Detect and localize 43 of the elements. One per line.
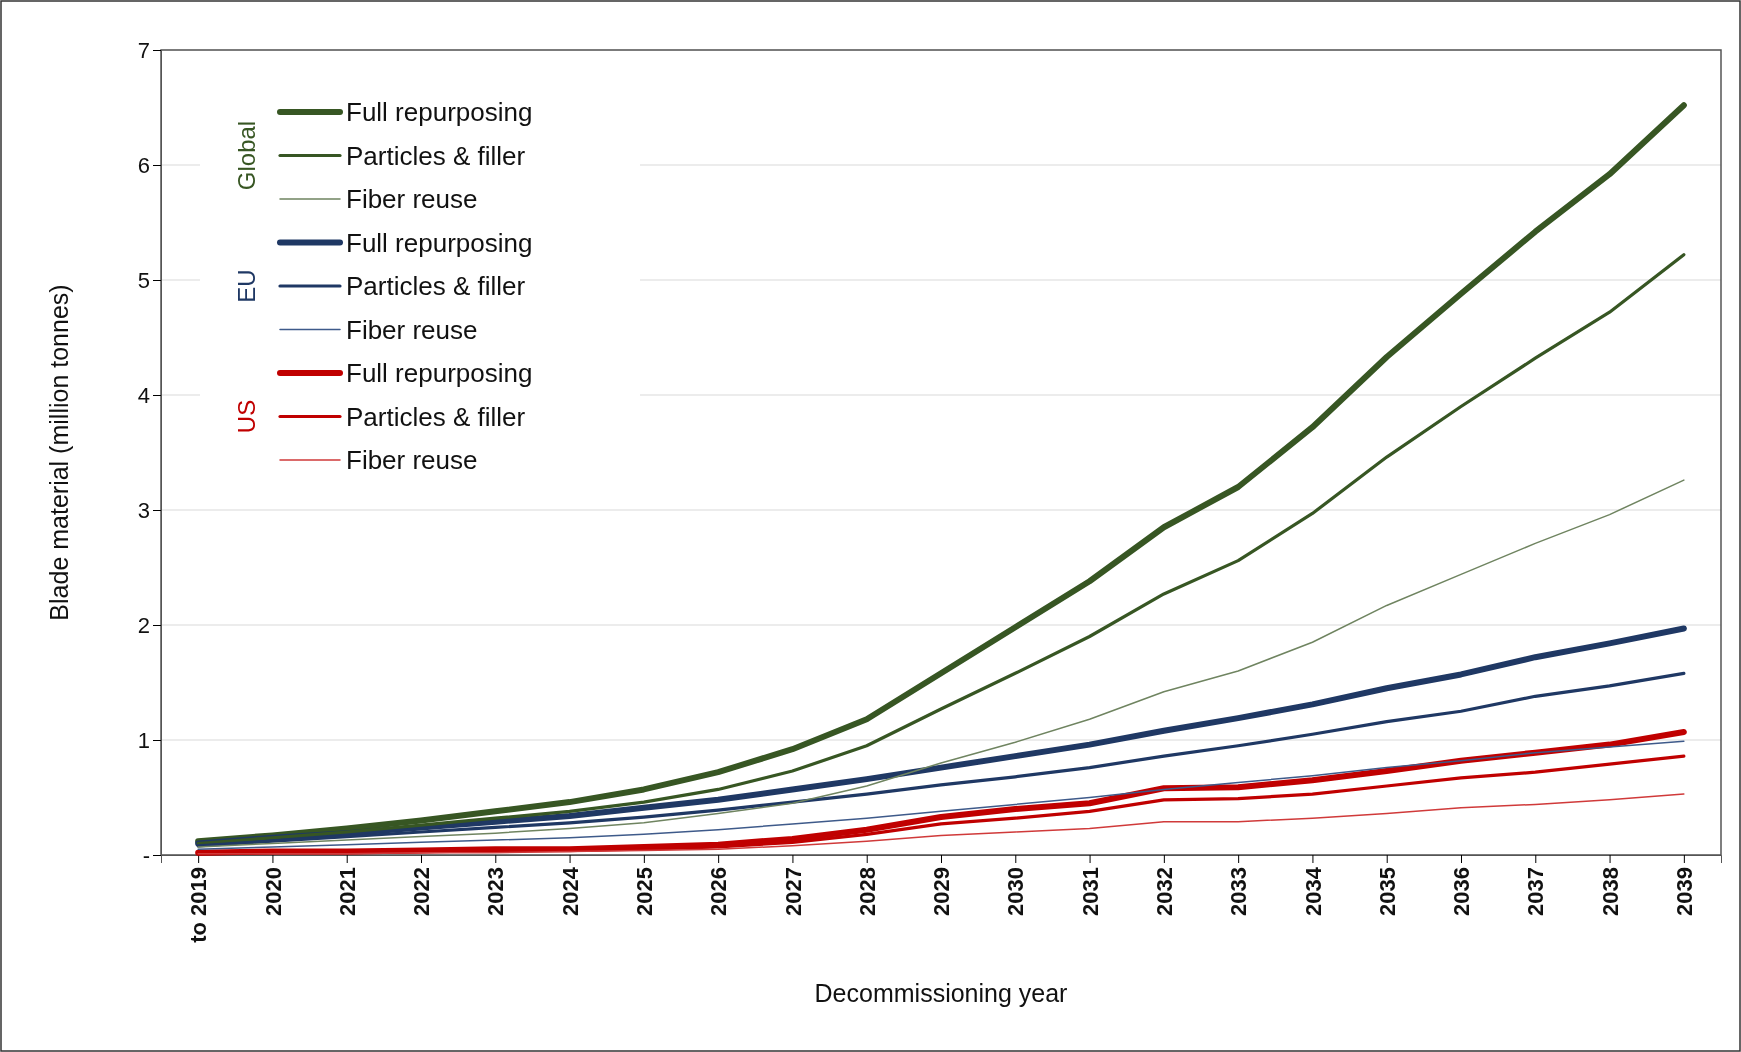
x-tick-label: 2027: [780, 867, 806, 916]
y-tick-label: 6: [137, 152, 150, 178]
x-tick-label: 2034: [1300, 866, 1326, 916]
legend-label: Full repurposing: [346, 358, 533, 389]
x-tick-label: 2031: [1077, 867, 1103, 916]
x-tick-label: 2036: [1449, 867, 1475, 916]
x-tick-label: 2037: [1523, 867, 1549, 916]
annotation: Global: [233, 120, 261, 191]
x-tick-label: 2029: [929, 867, 955, 916]
x-tick-label: 2035: [1374, 867, 1400, 916]
x-tick-label: 2028: [854, 867, 880, 916]
x-tick-label: 2026: [706, 867, 732, 916]
x-tick-label: 2033: [1226, 867, 1252, 916]
y-tick-label: 7: [137, 37, 150, 63]
y-tick-label: -: [142, 842, 150, 868]
x-tick-label: 2030: [1003, 867, 1029, 916]
x-tick-label: 2023: [483, 867, 509, 916]
legend-label: Full repurposing: [346, 227, 533, 258]
x-tick-label: 2032: [1152, 867, 1178, 916]
legend-label: Fiber reuse: [346, 184, 478, 215]
legend-label: Fiber reuse: [346, 314, 478, 345]
y-axis-title: Blade material (million tonnes): [45, 284, 73, 621]
legend-label: Particles & filler: [346, 401, 526, 432]
legend-label: Full repurposing: [346, 97, 533, 128]
y-tick-label: 3: [137, 497, 150, 523]
x-tick-label: 2025: [632, 867, 658, 916]
legend-label: Particles & filler: [346, 140, 526, 171]
legend-label: Fiber reuse: [346, 445, 478, 476]
x-tick-label: 2021: [334, 867, 360, 916]
y-tick-label: 4: [137, 382, 150, 408]
x-tick-label: to 2019: [186, 867, 212, 943]
x-tick-label: 2024: [557, 866, 583, 916]
x-tick-label: 2022: [409, 867, 435, 916]
x-tick-label: 2020: [260, 867, 286, 916]
annotation: EU: [233, 269, 261, 303]
x-tick-label: 2038: [1597, 867, 1623, 916]
y-tick-label: 5: [137, 267, 150, 293]
annotation: US: [233, 399, 261, 434]
y-tick-label: 1: [137, 727, 150, 753]
x-axis-title: Decommissioning year: [814, 979, 1068, 1007]
y-tick-label: 2: [137, 612, 150, 638]
x-tick-label: 2039: [1672, 867, 1698, 916]
legend-label: Particles & filler: [346, 271, 526, 302]
